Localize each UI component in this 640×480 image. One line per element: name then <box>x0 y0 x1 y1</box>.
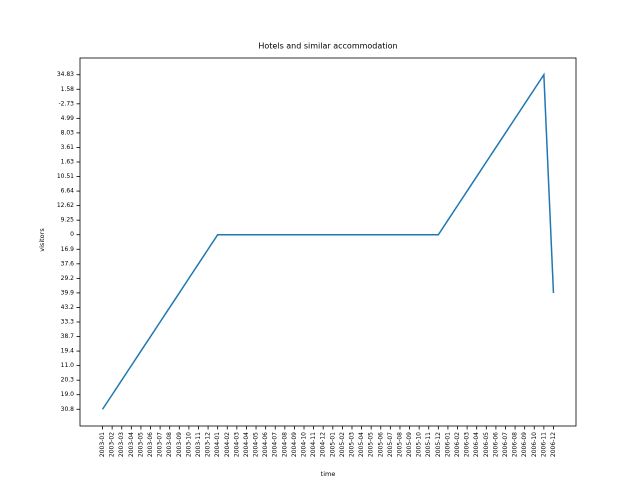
x-tick-label: 2003-09 <box>176 432 183 457</box>
x-tick-label: 2003-08 <box>166 432 173 457</box>
y-tick-label: 6.64 <box>61 188 75 195</box>
x-tick-label: 2003-03 <box>118 432 125 457</box>
x-tick-label: 2004-02 <box>224 432 231 457</box>
x-tick-label: 2004-09 <box>291 432 298 457</box>
x-tick-label: 2003-06 <box>147 432 154 457</box>
y-tick-label: 11.0 <box>61 362 75 369</box>
x-tick-label: 2006-11 <box>540 432 547 457</box>
x-tick-label: 2004-07 <box>272 432 279 457</box>
y-tick-label: 39.9 <box>61 289 75 296</box>
y-axis-label: visitors <box>38 228 46 252</box>
x-tick-label: 2005-10 <box>416 432 423 457</box>
x-tick-label: 2004-05 <box>253 432 260 457</box>
x-tick-label: 2005-08 <box>396 432 403 457</box>
x-tick-label: 2005-06 <box>377 432 384 457</box>
y-tick-label: 3.61 <box>61 144 75 151</box>
y-tick-label: 4.99 <box>61 115 75 122</box>
x-tick-label: 2003-05 <box>137 432 144 457</box>
x-tick-label: 2003-07 <box>157 432 164 457</box>
y-tick-label: 1.63 <box>61 159 75 166</box>
axes-frame <box>79 57 577 427</box>
y-tick-label: 19.4 <box>61 348 75 355</box>
data-line <box>101 72 555 410</box>
y-tick-label: 33.3 <box>61 319 75 326</box>
x-axis-label: time <box>321 470 336 478</box>
x-tick-label: 2003-02 <box>109 432 116 457</box>
y-tick-label: 34.83 <box>57 71 74 78</box>
x-tick-label: 2004-11 <box>310 432 317 457</box>
x-tick-label: 2006-12 <box>550 432 557 457</box>
x-tick-label: 2004-03 <box>233 432 240 457</box>
x-tick-label: 2006-09 <box>521 432 528 457</box>
y-tick-label: 37.6 <box>61 260 75 267</box>
y-tick-label: 30.8 <box>61 406 75 413</box>
x-tick-label: 2004-01 <box>214 432 221 457</box>
x-tick-label: 2006-06 <box>492 432 499 457</box>
y-tick-label: 20.3 <box>61 377 75 384</box>
x-tick-label: 2006-04 <box>473 432 480 457</box>
y-tick-label: 38.7 <box>61 333 75 340</box>
y-tick-label: 16.9 <box>61 246 75 253</box>
y-tick-label: 1.58 <box>61 86 75 93</box>
y-tick-label: 29.2 <box>61 275 75 282</box>
x-tick-label: 2006-02 <box>454 432 461 457</box>
x-tick-label: 2003-04 <box>128 432 135 457</box>
x-tick-label: 2006-10 <box>531 432 538 457</box>
x-tick-label: 2005-09 <box>406 432 413 457</box>
x-tick-label: 2005-04 <box>358 432 365 457</box>
y-tick-label: 19.0 <box>61 391 75 398</box>
x-tick-label: 2006-03 <box>464 432 471 457</box>
x-tick-label: 2006-07 <box>502 432 509 457</box>
y-tick-label: 12.62 <box>57 202 74 209</box>
x-tick-label: 2005-03 <box>348 432 355 457</box>
x-tick-label: 2004-10 <box>301 432 308 457</box>
x-tick-label: 2005-11 <box>425 432 432 457</box>
x-tick-label: 2004-06 <box>262 432 269 457</box>
x-tick-label: 2005-02 <box>339 432 346 457</box>
x-tick-label: 2003-12 <box>205 432 212 457</box>
x-tick-label: 2003-11 <box>195 432 202 457</box>
x-tick-label: 2004-12 <box>320 432 327 457</box>
x-tick-label: 2005-12 <box>435 432 442 457</box>
y-tick-label: 10.51 <box>57 173 74 180</box>
x-tick-label: 2003-01 <box>99 432 106 457</box>
y-tick-label: -2.73 <box>58 100 74 107</box>
x-tick-label: 2006-08 <box>512 432 519 457</box>
x-tick-label: 2006-01 <box>444 432 451 457</box>
x-tick-label: 2005-07 <box>387 432 394 457</box>
chart-title: Hotels and similar accommodation <box>258 42 397 51</box>
y-tick-label: 9.25 <box>61 217 75 224</box>
x-tick-label: 2003-10 <box>185 432 192 457</box>
x-tick-label: 2005-05 <box>368 432 375 457</box>
y-tick-label: 0 <box>70 231 74 238</box>
y-tick-label: 8.03 <box>61 129 75 136</box>
x-tick-label: 2006-05 <box>483 432 490 457</box>
x-tick-label: 2004-04 <box>243 432 250 457</box>
y-tick-label: 43.2 <box>61 304 75 311</box>
x-tick-label: 2004-08 <box>281 432 288 457</box>
x-tick-label: 2005-01 <box>329 432 336 457</box>
